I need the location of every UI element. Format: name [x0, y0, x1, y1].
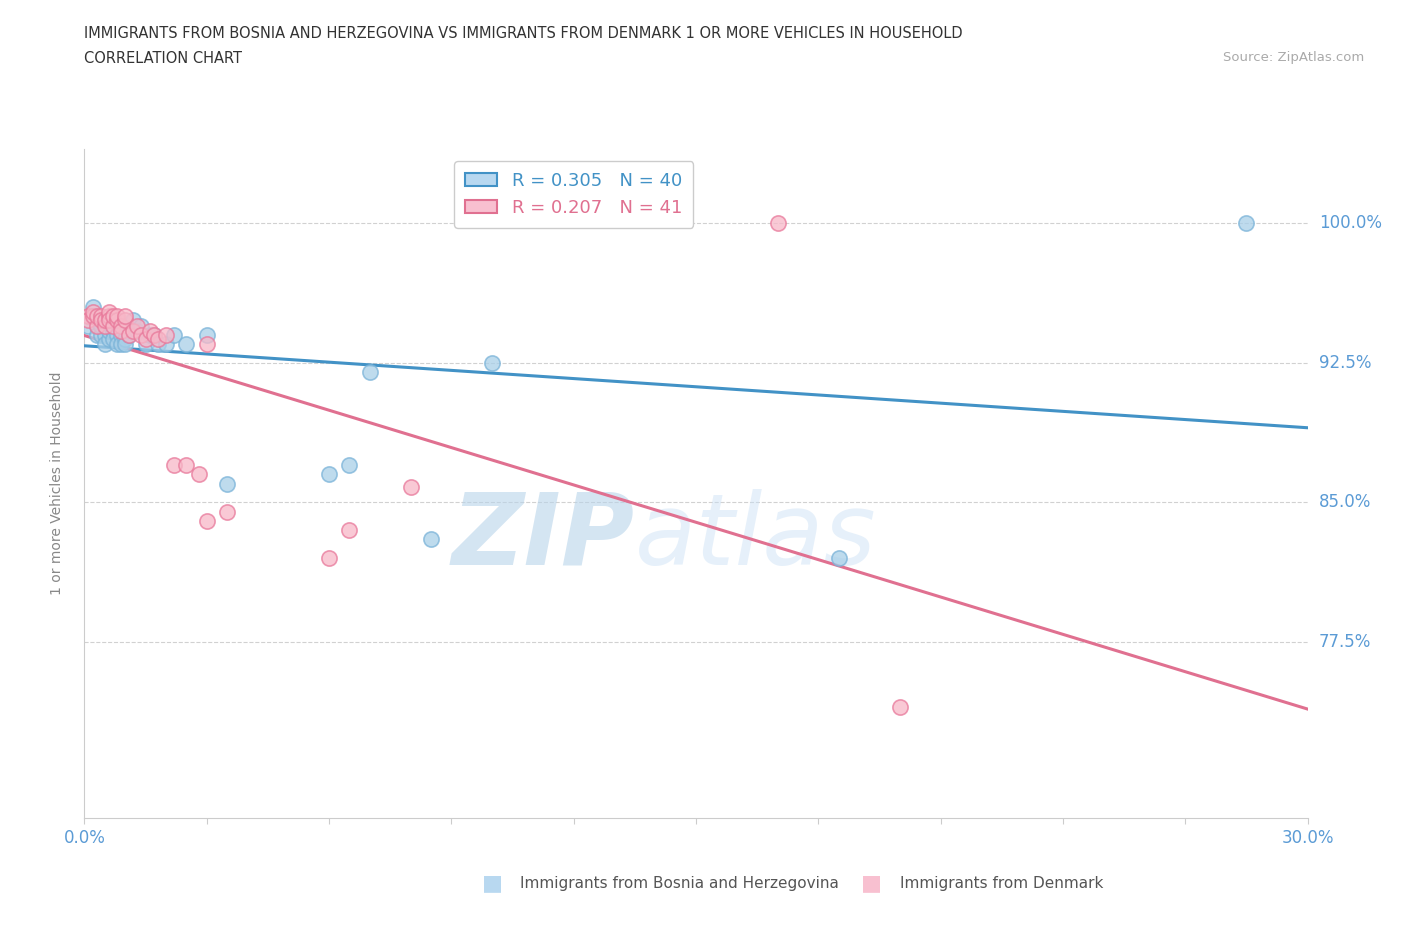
Point [118, 327, 141, 342]
Point [135, 331, 157, 346]
Point [90, 312, 112, 327]
Point [114, 331, 136, 346]
Point [110, 318, 132, 333]
Point [105, 309, 128, 324]
Point [135, 337, 157, 352]
Text: 77.5%: 77.5% [1319, 632, 1371, 651]
Text: atlas: atlas [636, 488, 876, 586]
Text: ■: ■ [862, 873, 882, 894]
Point [114, 337, 136, 352]
Point [155, 327, 177, 342]
Point [114, 309, 136, 324]
Point [105, 312, 128, 327]
Point [82, 309, 104, 324]
Point [101, 309, 124, 324]
Point [163, 327, 186, 342]
Point [187, 467, 209, 482]
Point [118, 327, 141, 342]
Point [90, 318, 112, 333]
Point [146, 337, 169, 352]
Point [105, 337, 128, 352]
Point [93, 312, 115, 327]
Point [77, 309, 100, 324]
Point [122, 324, 145, 339]
Point [97, 324, 120, 339]
Point [101, 324, 124, 339]
Point [217, 476, 239, 491]
Text: CORRELATION CHART: CORRELATION CHART [84, 51, 242, 66]
Text: Source: ZipAtlas.com: Source: ZipAtlas.com [1223, 51, 1364, 64]
Point [339, 458, 360, 472]
Point [90, 309, 112, 324]
Point [86, 318, 108, 333]
Point [174, 337, 197, 352]
Text: 100.0%: 100.0% [1319, 214, 1382, 232]
Point [146, 331, 169, 346]
Point [86, 309, 108, 324]
Point [127, 324, 149, 339]
Point [1234, 216, 1257, 231]
Point [142, 327, 165, 342]
Point [127, 318, 149, 333]
Point [86, 318, 108, 333]
Point [97, 312, 120, 327]
Point [318, 551, 340, 565]
Point [399, 480, 422, 495]
Point [142, 327, 165, 342]
Point [339, 523, 360, 538]
Text: ZIP: ZIP [451, 488, 636, 586]
Point [195, 337, 218, 352]
Point [359, 365, 381, 379]
Point [93, 327, 115, 342]
Legend: R = 0.305   N = 40, R = 0.207   N = 41: R = 0.305 N = 40, R = 0.207 N = 41 [454, 161, 693, 228]
Point [110, 337, 132, 352]
Point [105, 327, 128, 342]
Point [82, 305, 104, 320]
Point [766, 216, 789, 231]
Text: 92.5%: 92.5% [1319, 353, 1371, 372]
Point [195, 327, 218, 342]
Point [138, 324, 160, 339]
Text: IMMIGRANTS FROM BOSNIA AND HERZEGOVINA VS IMMIGRANTS FROM DENMARK 1 OR MORE VEHI: IMMIGRANTS FROM BOSNIA AND HERZEGOVINA V… [84, 26, 963, 41]
Point [420, 532, 443, 547]
Point [114, 312, 136, 327]
Point [889, 699, 911, 714]
Text: ■: ■ [482, 873, 502, 894]
Point [101, 331, 124, 346]
Point [318, 467, 340, 482]
Point [77, 312, 100, 327]
Point [131, 327, 153, 342]
Point [118, 324, 141, 339]
Point [93, 337, 115, 352]
Y-axis label: 1 or more Vehicles in Household: 1 or more Vehicles in Household [49, 372, 63, 595]
Point [131, 318, 153, 333]
Point [93, 318, 115, 333]
Point [110, 324, 132, 339]
Point [77, 318, 100, 333]
Point [174, 458, 197, 472]
Point [155, 337, 177, 352]
Point [82, 309, 104, 324]
Point [97, 331, 120, 346]
Point [101, 318, 124, 333]
Point [97, 305, 120, 320]
Point [195, 513, 218, 528]
Text: 85.0%: 85.0% [1319, 493, 1371, 512]
Point [138, 327, 160, 342]
Point [827, 551, 849, 565]
Point [481, 355, 503, 370]
Point [163, 458, 186, 472]
Point [86, 327, 108, 342]
Point [82, 299, 104, 314]
Point [90, 327, 112, 342]
Text: Immigrants from Bosnia and Herzegovina: Immigrants from Bosnia and Herzegovina [520, 876, 839, 891]
Point [110, 327, 132, 342]
Point [97, 309, 120, 324]
Text: Immigrants from Denmark: Immigrants from Denmark [900, 876, 1104, 891]
Point [217, 504, 239, 519]
Point [122, 312, 145, 327]
